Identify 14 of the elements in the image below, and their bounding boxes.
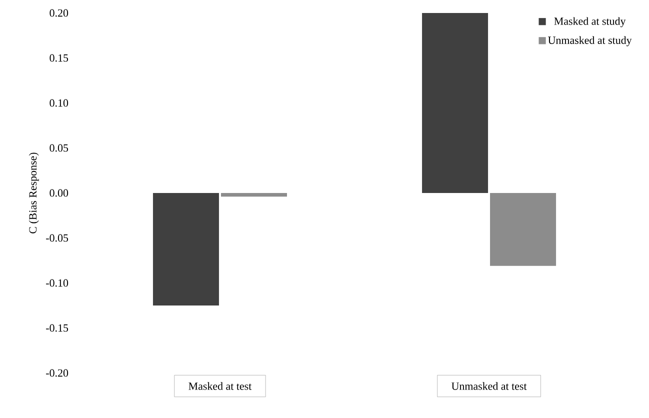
y-axis-title: C (Bias Response): [28, 152, 39, 234]
y-tick-label: 0.20: [50, 9, 68, 17]
legend-label: Unmasked at study: [548, 36, 632, 46]
y-tick-label: -0.05: [46, 234, 68, 242]
y-tick-label: 0.15: [50, 54, 68, 62]
y-tick-label: 0.05: [50, 144, 68, 152]
legend-label: Masked at study: [554, 17, 626, 28]
y-tick-label: -0.15: [46, 324, 68, 332]
x-tick-label: Unmasked at test: [452, 382, 527, 390]
x-tick-label: Masked at test: [188, 382, 252, 390]
y-tick-label: -0.20: [46, 369, 68, 377]
y-tick-label: 0.00: [50, 189, 68, 197]
y-tick-label: -0.10: [46, 279, 68, 287]
y-tick-label: 0.10: [50, 99, 68, 107]
